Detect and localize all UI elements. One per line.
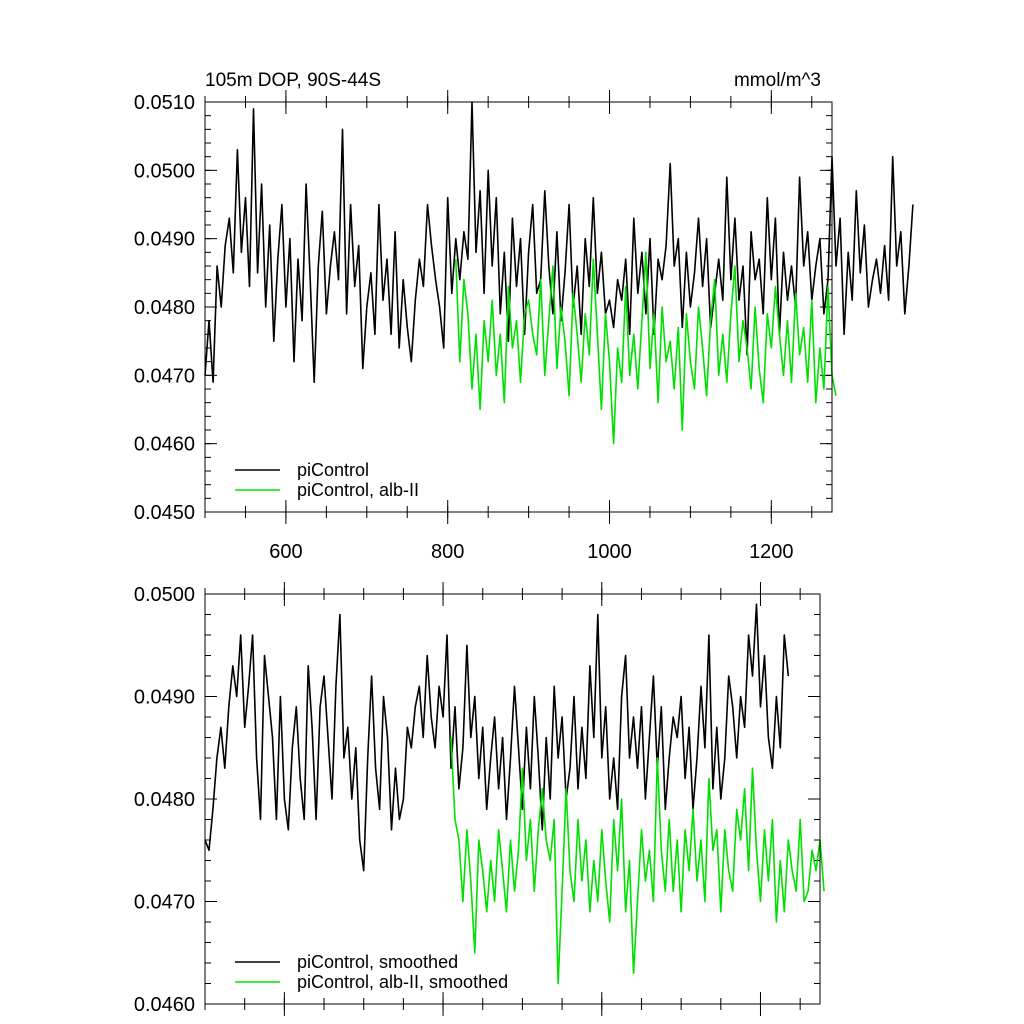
bottom-y-tick-label: 0.0490 [134,687,195,709]
top-x-tick-label: 1200 [749,541,794,563]
bottom-y-tick-label: 0.0500 [134,584,195,606]
legend-label-alb-ii: piControl, alb-II [297,480,419,500]
bottom-plot-frame [204,593,821,1005]
top-x-tick-label: 600 [269,541,302,563]
bottom-axis-ticks: 0.0460 0.0470 0.0480 0.0490 0.0500 [134,582,820,1016]
bottom-panel: 0.0460 0.0470 0.0480 0.0490 0.0500 piControl… [134,582,825,1016]
bottom-series-line-1 [450,737,825,985]
bottom-y-tick-label: 0.0480 [134,789,195,811]
units-label: mmol/m^3 [734,70,821,91]
top-y-tick-label: 0.0510 [134,92,195,114]
bottom-legend: piControl, smoothed piControl, alb-II, s… [235,952,508,992]
top-y-tick-label: 0.0460 [134,434,195,456]
top-x-tick-label: 1000 [587,541,632,563]
top-panel: 105m DOP, 90S-44S mmol/m^3 0.04500.04600… [134,70,914,563]
top-legend: piControl piControl, alb-II [235,460,419,500]
top-y-tick-label: 0.0450 [134,502,195,524]
chart-title: 105m DOP, 90S-44S [205,70,381,91]
top-series-line-1 [455,251,837,445]
bottom-y-tick-label: 0.0470 [134,892,195,914]
top-series-group [204,101,914,445]
legend-label-picontrol: piControl [297,460,369,480]
bottom-series-group [204,603,825,985]
bottom-y-tick-label: 0.0460 [134,994,195,1016]
bottom-series-line-0 [204,603,790,872]
top-y-tick-label: 0.0490 [134,229,195,251]
top-x-tick-label: 800 [431,541,464,563]
legend-label-picontrol-smoothed: piControl, smoothed [297,952,458,972]
top-y-tick-label: 0.0500 [134,160,195,182]
top-y-tick-label: 0.0470 [134,365,195,387]
top-y-tick-label: 0.0480 [134,297,195,319]
top-plot-frame [204,101,833,513]
top-axis-ticks: 0.0450 0.0460 0.0470 0.0480 0.0490 0.0500 0.05… [134,90,832,563]
legend-label-alb-ii-smoothed: piControl, alb-II, smoothed [297,972,508,992]
